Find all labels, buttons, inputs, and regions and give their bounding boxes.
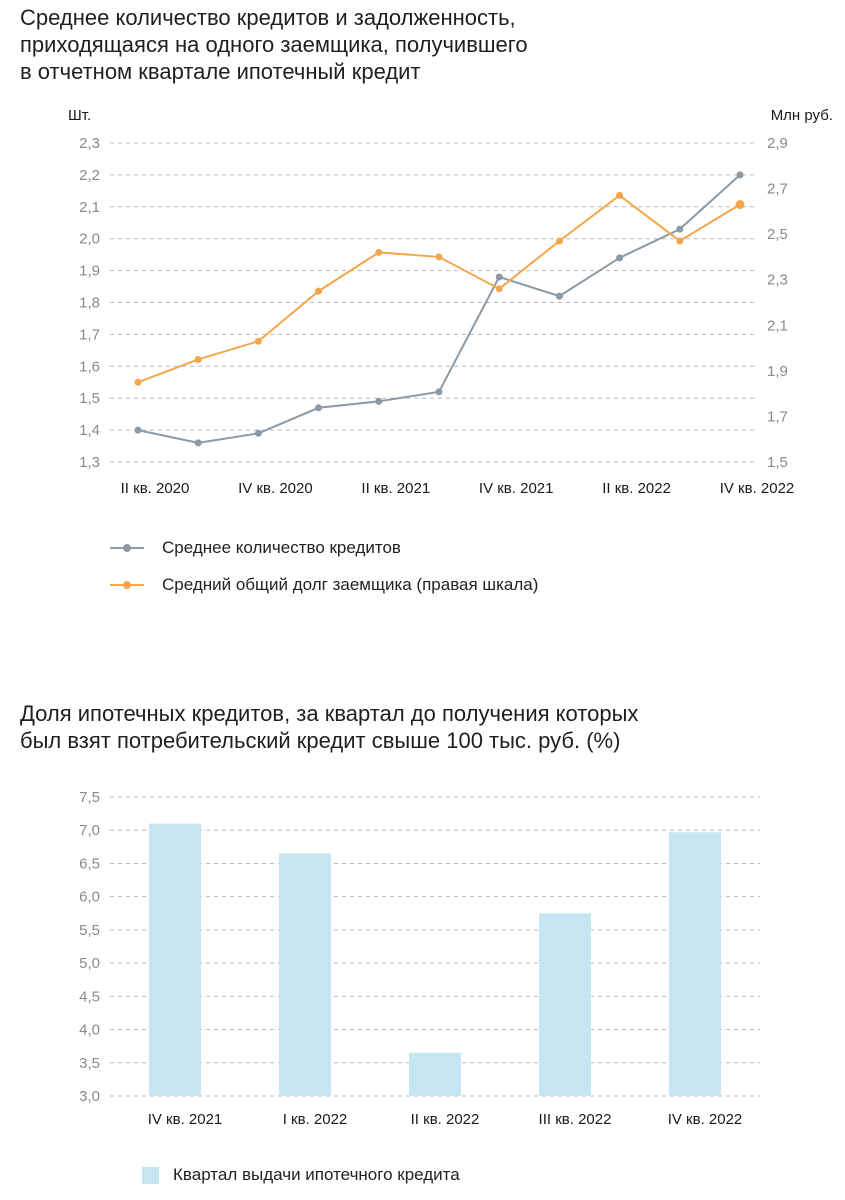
y-left-tick-label: 1,8 (79, 295, 100, 312)
legend-swatch-debt (110, 581, 144, 589)
bar (669, 832, 721, 1096)
y-right-tick-label: 2,3 (767, 272, 788, 289)
x-tick-label: I кв. 2022 (283, 1111, 348, 1128)
y-left-tick-label: 2,3 (79, 135, 100, 152)
y-right-tick-label: 2,7 (767, 181, 788, 198)
series-debt-point (315, 287, 323, 295)
series-debt-point (735, 200, 745, 210)
x-tick-label: IV кв. 2020 (238, 480, 313, 497)
series-count-point (435, 388, 443, 396)
series-debt-point (676, 237, 684, 245)
series-count-point (375, 397, 383, 405)
y-left-tick-label: 2,0 (79, 231, 100, 248)
x-tick-label: II кв. 2022 (411, 1111, 480, 1128)
y-left-tick-label: 1,9 (79, 263, 100, 280)
y-tick-label: 3,0 (79, 1088, 100, 1105)
bar (279, 853, 331, 1096)
legend-label-count: Среднее количество кредитов (162, 538, 401, 557)
legend-label-debt: Средний общий долг заемщика (правая шкал… (162, 575, 539, 594)
y-tick-label: 6,5 (79, 855, 100, 872)
series-debt-point (616, 191, 624, 199)
x-tick-label: II кв. 2021 (361, 480, 430, 497)
line-chart: Шт. Млн руб. 2,3 2,2 2,1 2,0 1,9 1,8 1,7 1,6 1,5 1,… (68, 107, 833, 497)
y-left-tick-label: 1,4 (79, 422, 100, 439)
series-count-point (616, 254, 624, 262)
series-debt-point (194, 355, 202, 363)
bar (149, 823, 201, 1096)
y-left-tick-label: 2,2 (79, 167, 100, 184)
y-right-tick-label: 1,9 (767, 363, 788, 380)
y-left-tick-label: 1,6 (79, 358, 100, 375)
y-left-tick-label: 1,7 (79, 326, 100, 343)
series-debt-point (435, 253, 443, 261)
y-left-tick-label: 1,3 (79, 454, 100, 471)
y-tick-label: 6,0 (79, 889, 100, 906)
y-tick-label: 3,5 (79, 1055, 100, 1072)
legend-item-count: Среднее количество кредитов (110, 538, 401, 558)
y-right-tick-label: 1,5 (767, 454, 788, 471)
y-tick-label: 4,0 (79, 1022, 100, 1039)
x-tick-label: IV кв. 2022 (720, 480, 795, 497)
y-left-unit: Шт. (68, 107, 91, 124)
y-tick-label: 7,0 (79, 822, 100, 839)
y-left-tick-label: 2,1 (79, 199, 100, 216)
bar (539, 913, 591, 1096)
x-tick-label: II кв. 2022 (602, 480, 671, 497)
series-count-point (495, 273, 503, 281)
y-right-unit: Млн руб. (771, 107, 833, 124)
y-right-tick-label: 2,1 (767, 317, 788, 334)
x-tick-label: IV кв. 2021 (479, 480, 554, 497)
y-right-tick-label: 2,5 (767, 226, 788, 243)
series-count-point (254, 429, 262, 437)
legend-swatch-bar (142, 1166, 159, 1184)
y-right-tick-label: 2,9 (767, 135, 788, 152)
series-count-point (315, 404, 323, 412)
series-count-point (194, 439, 202, 447)
legend-item-debt: Средний общий долг заемщика (правая шкал… (110, 575, 538, 595)
y-tick-label: 7,5 (79, 789, 100, 806)
bar (409, 1052, 461, 1096)
legend-swatch-count (110, 544, 144, 552)
x-tick-label: III кв. 2022 (539, 1111, 612, 1128)
y-left-tick-label: 1,5 (79, 390, 100, 407)
y-tick-label: 4,5 (79, 988, 100, 1005)
series-count-point (736, 171, 744, 179)
x-tick-label: II кв. 2020 (121, 480, 190, 497)
series-count-point (555, 292, 563, 300)
x-tick-label: IV кв. 2021 (148, 1111, 223, 1128)
legend-label-bar: Квартал выдачи ипотечного кредита (173, 1165, 460, 1184)
x-tick-label: IV кв. 2022 (668, 1111, 743, 1128)
series-debt-point (495, 285, 503, 293)
series-debt-point (375, 248, 383, 256)
series-count-point (134, 426, 142, 434)
y-tick-label: 5,5 (79, 922, 100, 939)
series-count-point (676, 225, 684, 233)
series-debt-point (254, 337, 262, 345)
series-debt-point (134, 378, 142, 386)
chart2-title: Доля ипотечных кредитов, за квартал до п… (20, 701, 639, 753)
y-right-tick-label: 1,7 (767, 408, 788, 425)
chart1-title: Среднее количество кредитов и задолженно… (20, 5, 528, 84)
series-debt-point (555, 237, 563, 245)
y-tick-label: 5,0 (79, 955, 100, 972)
legend-item-bar: Квартал выдачи ипотечного кредита (142, 1165, 460, 1185)
